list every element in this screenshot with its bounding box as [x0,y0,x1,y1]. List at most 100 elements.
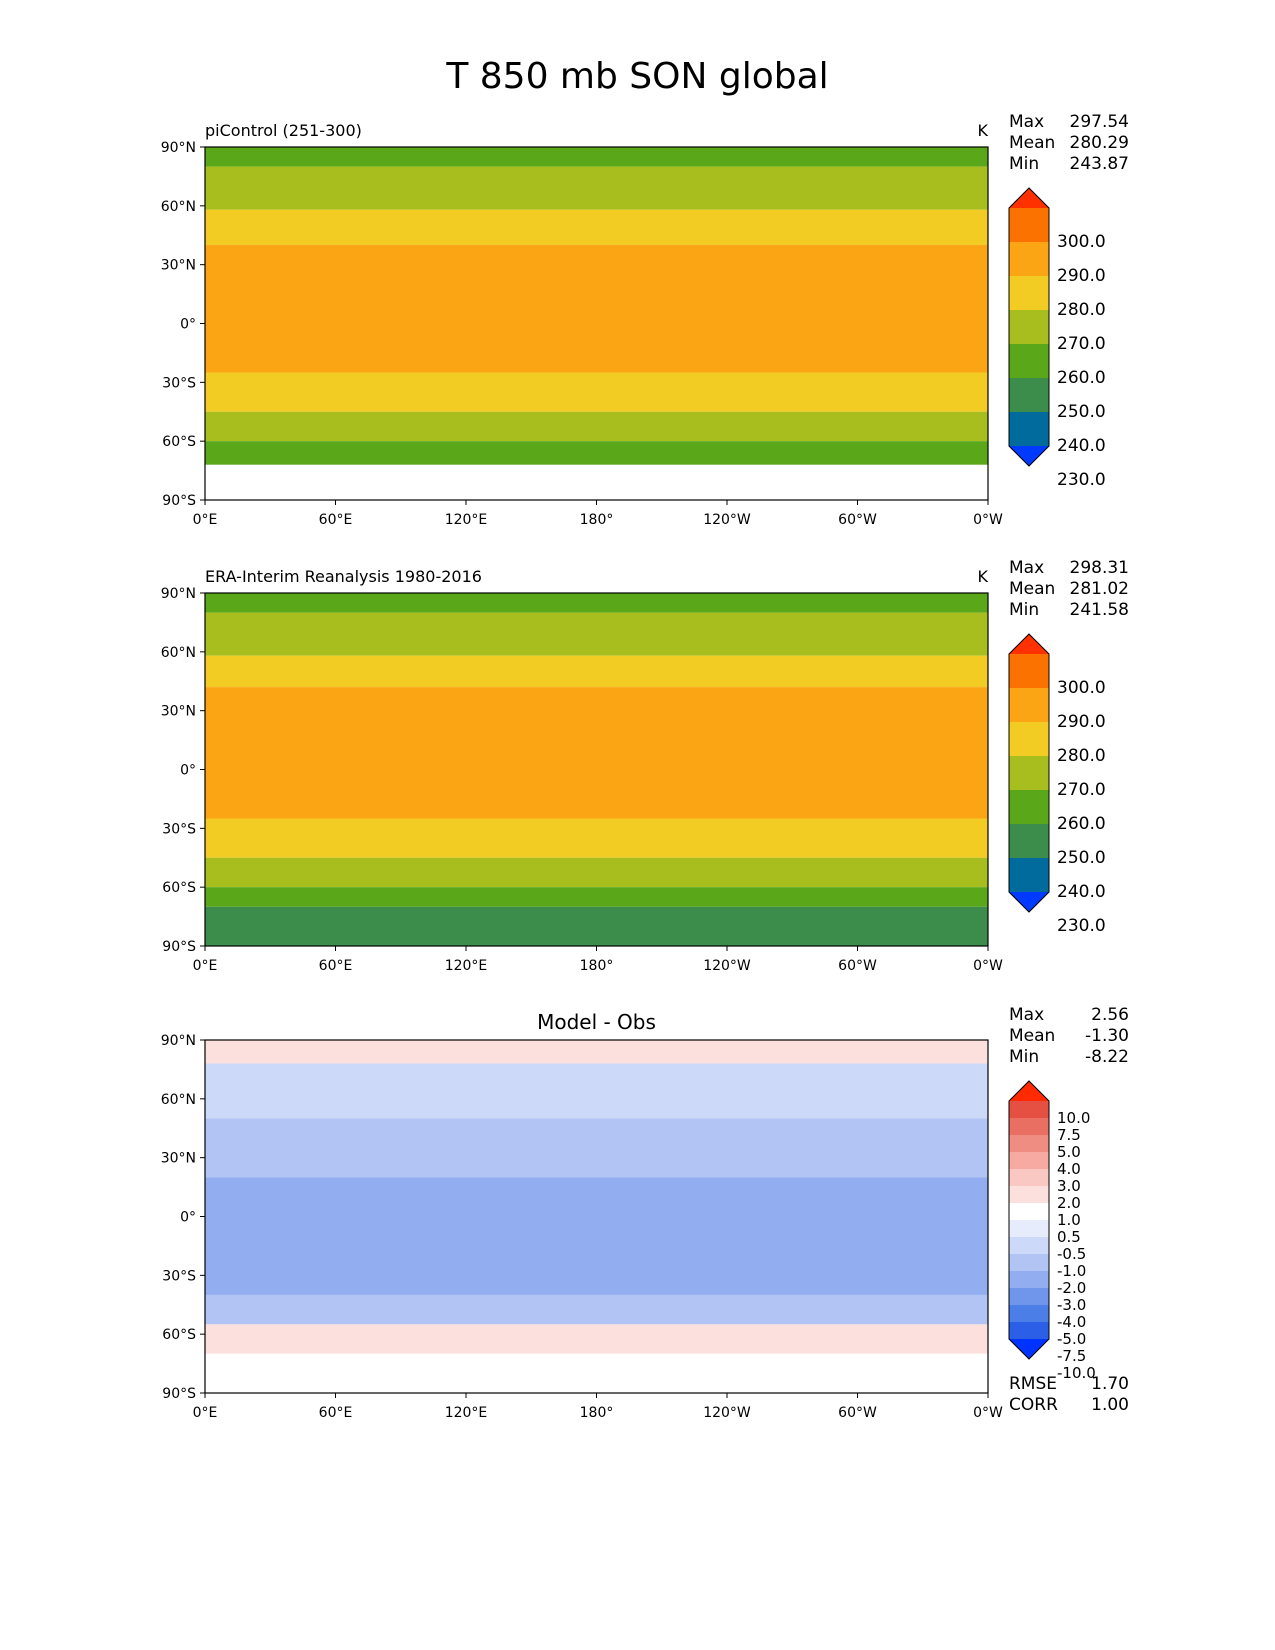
colorbar-segment [1009,688,1049,723]
colorbar-label: -4.0 [1057,1313,1086,1331]
y-tick-label: 30°S [162,821,196,837]
colorbar-segment [1009,1322,1049,1340]
panel-model-minus-obs: 0°E 60°E 120°E 180° 120°W 60°W 0°W 90°N 60°N 30°N… [161,1005,1129,1421]
colorbar: 10.07.55.04.03.02.01.00.5-0.5-1.0-2.0-3.… [1008,1080,1096,1382]
colorbar-label: 5.0 [1057,1143,1081,1161]
zonal-band [205,687,988,819]
zonal-band [205,147,988,167]
stat-value: 2.56 [1091,1005,1129,1025]
colorbar-label: -3.0 [1057,1296,1086,1314]
colorbar-label: -0.5 [1057,1245,1086,1263]
colorbar-label: 1.0 [1057,1211,1081,1229]
colorbar-segment [1009,310,1049,345]
y-tick-label: 60°N [161,199,196,215]
y-tick-label: 0° [180,763,196,779]
colorbar-label: -10.0 [1057,1364,1096,1382]
colorbar-label: 290.0 [1057,712,1106,732]
colorbar-label: 0.5 [1057,1228,1081,1246]
zonal-band [205,593,988,613]
stat-value: 1.70 [1091,1374,1129,1394]
colorbar-segment [1009,1220,1049,1238]
y-tick-label: 90°S [162,939,196,955]
y-tick-label: 60°N [161,1092,196,1108]
zonal-band [205,655,988,688]
stat-label: Min [1009,1047,1039,1067]
colorbar-segment [1009,378,1049,413]
colorbar-segment [1009,1271,1049,1289]
x-tick-label: 120°E [445,1405,488,1421]
y-tick-label: 60°S [162,880,196,896]
zonal-band [205,441,988,465]
zonal-band [205,1353,988,1393]
colorbar-segment [1009,1135,1049,1153]
zonal-band [205,612,988,656]
y-tick-label: 60°N [161,645,196,661]
colorbar-segment [1009,1237,1049,1255]
stat-value: -1.30 [1085,1026,1129,1046]
colorbar-label: 10.0 [1057,1109,1090,1127]
zonal-band [205,372,988,412]
zonal-band [205,887,988,907]
colorbar-extend-bottom [1009,446,1049,466]
colorbar-label: -5.0 [1057,1330,1086,1348]
colorbar-segment [1009,858,1049,893]
colorbar-label: -1.0 [1057,1262,1086,1280]
stat-label: Max [1009,112,1044,132]
x-tick-label: 0°E [193,1405,218,1421]
colorbar-label: 300.0 [1057,232,1106,252]
zonal-band [205,857,988,888]
y-tick-label: 30°S [162,375,196,391]
colorbar-extend-bottom [1009,1339,1049,1359]
panel-title: ERA-Interim Reanalysis 1980-2016 [205,567,482,586]
colorbar-segment [1009,722,1049,757]
y-tick-label: 90°S [162,1386,196,1402]
colorbar-label: 280.0 [1057,300,1106,320]
zonal-band [205,1294,988,1325]
zonal-band [205,1177,988,1295]
colorbar-segment [1009,1169,1049,1187]
x-tick-label: 60°E [319,512,353,528]
x-tick-label: 120°W [703,1405,751,1421]
x-tick-label: 0°E [193,512,218,528]
x-tick-label: 60°E [319,958,353,974]
y-tick-label: 30°N [161,258,196,274]
y-tick-label: 90°S [162,493,196,509]
x-tick-label: 180° [580,512,614,528]
stat-label: Max [1009,1005,1044,1025]
colorbar-label: -2.0 [1057,1279,1086,1297]
units-label: K [978,121,989,140]
stat-label: Mean [1009,1026,1055,1046]
colorbar-label: 4.0 [1057,1160,1081,1178]
colorbar-label: 230.0 [1057,916,1106,936]
x-tick-label: 0°W [973,958,1003,974]
colorbar-label: 2.0 [1057,1194,1081,1212]
colorbar-segment [1009,790,1049,825]
stat-label: Max [1009,558,1044,578]
colorbar-segment [1009,1186,1049,1204]
stat-label: Mean [1009,579,1055,599]
colorbar-segment [1009,208,1049,243]
colorbar-label: -7.5 [1057,1347,1086,1365]
colorbar-label: 300.0 [1057,678,1106,698]
x-tick-label: 120°E [445,958,488,974]
map-fill [205,1040,988,1393]
colorbar-label: 7.5 [1057,1126,1081,1144]
zonal-band [205,166,988,210]
x-tick-label: 180° [580,1405,614,1421]
colorbar-segment [1009,412,1049,447]
colorbar-segment [1009,276,1049,311]
panel-picontrol: 0°E 60°E 120°E 180° 120°W 60°W 0°W 90°N 60°N 30°N… [161,112,1129,528]
stat-label: CORR [1009,1395,1058,1415]
colorbar-segment [1009,654,1049,689]
colorbar-label: 290.0 [1057,266,1106,286]
y-tick-label: 90°N [161,140,196,156]
panel-title: Model - Obs [537,1010,656,1034]
colorbar-label: 3.0 [1057,1177,1081,1195]
colorbar-label: 280.0 [1057,746,1106,766]
colorbar-label: 240.0 [1057,436,1106,456]
stat-value: 1.00 [1091,1395,1129,1415]
zonal-band [205,245,988,373]
colorbar-label: 270.0 [1057,334,1106,354]
y-tick-label: 90°N [161,586,196,602]
stat-value: 281.02 [1070,579,1129,599]
